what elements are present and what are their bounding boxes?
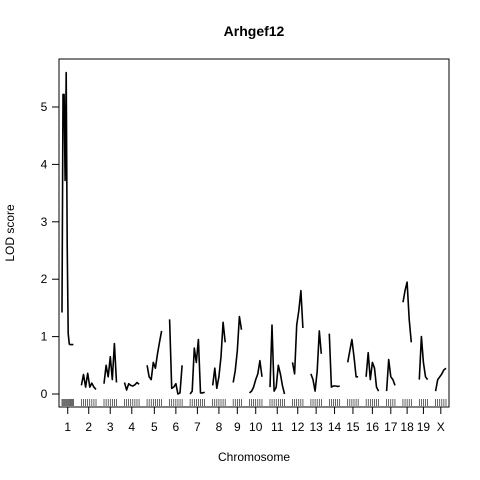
- y-tick-label: 1: [41, 330, 48, 344]
- x-tick-label: 1: [64, 420, 71, 434]
- lod-curve-chr-7: [189, 338, 205, 395]
- lod-curve-chr-1: [61, 71, 74, 346]
- lod-curve-chr-2: [80, 372, 97, 390]
- x-tick-label: 13: [309, 420, 323, 434]
- lod-curve-chr-15: [346, 338, 359, 378]
- chart-title: Arhgef12: [224, 23, 285, 39]
- lod-curve-chr-10: [248, 359, 263, 394]
- lod-curve-chr-11: [269, 324, 286, 395]
- y-tick-label: 3: [41, 215, 48, 229]
- x-axis-label: Chromosome: [218, 450, 290, 464]
- x-tick-label: 3: [107, 420, 114, 434]
- lod-curve-chr-18: [402, 281, 413, 343]
- x-tick-label: X: [437, 420, 445, 434]
- x-tick-label: 8: [216, 420, 223, 434]
- x-tick-label: 16: [366, 420, 380, 434]
- y-tick-label: 5: [41, 100, 48, 114]
- x-tick-label: 4: [128, 420, 135, 434]
- lod-curve-chr-8: [211, 321, 226, 390]
- x-tick-label: 17: [384, 420, 398, 434]
- x-tick-label: 19: [417, 420, 431, 434]
- plot-frame: [58, 58, 450, 408]
- lod-curve-chr-6: [168, 319, 183, 395]
- lod-curve-chr-17: [385, 358, 396, 392]
- lod-curve-chr-12: [291, 289, 304, 375]
- y-tick-label: 0: [41, 387, 48, 401]
- y-tick-label: 2: [41, 272, 48, 286]
- lod-curve-chr-19: [418, 335, 429, 381]
- x-tick-label: 5: [151, 420, 158, 434]
- x-tick-label: 11: [271, 420, 284, 434]
- x-tick-label: 14: [328, 420, 342, 434]
- x-tick-label: 7: [194, 420, 201, 434]
- y-axis-label: LOD score: [3, 204, 17, 262]
- lod-curves: [61, 71, 447, 395]
- lod-curve-chr-5: [146, 330, 163, 381]
- x-tick-label: 18: [400, 420, 414, 434]
- x-tick-label: 12: [291, 420, 305, 434]
- y-axis: 0 1 2 3 4 5: [41, 100, 60, 401]
- x-tick-label: 6: [173, 420, 180, 434]
- lod-curve-chr-14: [328, 333, 340, 388]
- lod-curve-chr-16: [365, 351, 380, 392]
- lod-curve-chr-13: [310, 330, 323, 392]
- lod-curve-chr-3: [103, 342, 118, 384]
- x-axis: 1 2 3 4 5 6 7 8 9 10 11 12 13 14 15 16 17 18 19 X: [64, 407, 445, 434]
- lod-curve-chr-4: [123, 381, 140, 391]
- x-tick-label: 2: [85, 420, 92, 434]
- y-tick-label: 4: [41, 157, 48, 171]
- marker-rug: [61, 399, 447, 406]
- x-tick-label: 9: [234, 420, 241, 434]
- x-tick-label: 15: [346, 420, 360, 434]
- x-tick-label: 10: [249, 420, 263, 434]
- lod-curve-chr-X: [434, 367, 447, 392]
- lod-curve-chr-9: [232, 315, 243, 383]
